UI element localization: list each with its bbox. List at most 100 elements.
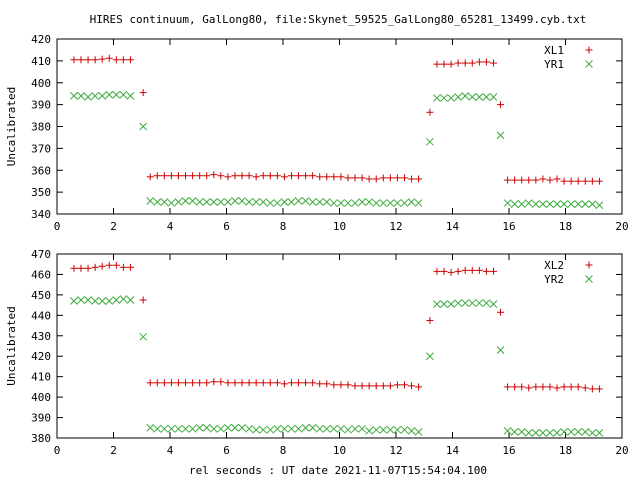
data-point — [454, 93, 463, 101]
y-tick-label: 340 — [31, 208, 51, 221]
data-point — [489, 93, 498, 101]
data-point — [189, 172, 197, 180]
data-point — [393, 174, 401, 182]
data-point — [400, 425, 409, 434]
data-point — [560, 200, 568, 209]
x-tick-label: 0 — [54, 444, 61, 457]
data-point — [216, 198, 225, 206]
data-point — [70, 56, 78, 64]
data-point — [182, 379, 190, 387]
data-point — [160, 198, 169, 206]
data-point — [393, 425, 402, 434]
data-point — [217, 172, 225, 180]
data-point — [91, 263, 99, 271]
data-point — [440, 94, 448, 102]
data-point — [238, 172, 246, 180]
x-tick-label: 8 — [280, 220, 287, 233]
data-point — [553, 200, 561, 209]
y-tick-label: 420 — [31, 33, 51, 46]
data-point — [217, 378, 225, 386]
data-point — [426, 137, 434, 146]
data-point — [546, 429, 554, 437]
data-point — [351, 174, 359, 182]
data-point — [386, 382, 394, 390]
data-point — [358, 174, 366, 182]
data-point — [447, 60, 455, 68]
data-point — [503, 199, 512, 207]
data-point — [426, 316, 434, 324]
data-point — [280, 173, 288, 181]
data-point — [511, 383, 519, 391]
x-tick-label: 6 — [223, 444, 230, 457]
data-point — [525, 384, 533, 392]
y-tick-label: 410 — [31, 55, 51, 68]
data-point — [189, 379, 197, 387]
data-point — [139, 296, 147, 304]
x-tick-label: 4 — [167, 220, 174, 233]
data-point — [252, 173, 260, 181]
data-point — [379, 199, 388, 207]
data-point — [309, 379, 317, 387]
data-point — [518, 176, 526, 184]
data-point — [84, 296, 92, 304]
data-point — [126, 92, 135, 100]
data-point — [588, 429, 597, 437]
data-point — [238, 423, 246, 432]
data-point — [315, 198, 324, 206]
data-point — [188, 424, 197, 433]
data-point — [468, 299, 477, 307]
data-point — [287, 172, 295, 180]
series-yr1 — [70, 90, 604, 210]
data-point — [84, 56, 92, 64]
y-tick-label: 410 — [31, 371, 51, 384]
x-tick-label: 20 — [615, 220, 628, 233]
data-point — [560, 428, 568, 436]
data-point — [245, 424, 253, 433]
data-point — [482, 267, 490, 275]
data-point — [588, 200, 597, 209]
data-point — [408, 175, 416, 183]
x-tick-label: 2 — [110, 220, 117, 233]
data-point — [308, 198, 317, 206]
x-tick-label: 2 — [110, 444, 117, 457]
data-point — [224, 379, 232, 387]
data-point — [105, 54, 113, 62]
data-point — [196, 379, 204, 387]
data-point — [245, 379, 253, 387]
data-point — [567, 428, 576, 436]
x-tick-label: 20 — [615, 444, 628, 457]
plot-frame — [56, 38, 623, 215]
data-point — [546, 176, 554, 184]
data-point — [379, 425, 388, 434]
data-point — [266, 199, 275, 207]
data-point — [414, 199, 423, 207]
data-point — [160, 379, 168, 387]
data-point — [91, 297, 99, 305]
legend-marker — [585, 46, 593, 54]
data-point — [595, 177, 603, 185]
data-point — [468, 93, 477, 101]
data-point — [203, 379, 211, 387]
data-point — [153, 172, 161, 180]
data-point — [546, 383, 554, 391]
data-point — [553, 384, 561, 392]
panel-top: 340 350 360 370 380 390 400 410 420 0 2 4 6 8 10 12 14 16… — [5, 33, 629, 233]
data-point — [153, 198, 162, 206]
data-point — [146, 197, 155, 205]
data-point — [112, 296, 121, 304]
x-tick-label: 0 — [54, 220, 61, 233]
data-point — [153, 379, 161, 387]
data-point — [539, 175, 547, 183]
data-point — [167, 424, 176, 433]
y-tick-label: 400 — [31, 77, 51, 90]
data-point — [259, 425, 268, 434]
data-point — [209, 198, 218, 206]
data-point — [309, 172, 317, 180]
x-tick-label: 14 — [446, 220, 460, 233]
y-tick-label: 450 — [31, 289, 51, 302]
x-axis-label: rel seconds : UT date 2021-11-07T15:54:0… — [189, 464, 487, 477]
data-point — [160, 172, 168, 180]
data-point — [294, 197, 303, 205]
y-tick-label: 390 — [31, 99, 51, 112]
